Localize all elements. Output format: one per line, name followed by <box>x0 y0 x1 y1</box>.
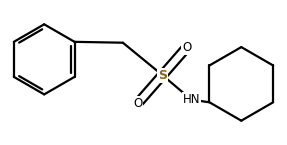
Text: HN: HN <box>183 93 200 106</box>
Text: O: O <box>182 41 192 54</box>
Text: O: O <box>133 97 143 110</box>
Text: S: S <box>158 69 167 82</box>
